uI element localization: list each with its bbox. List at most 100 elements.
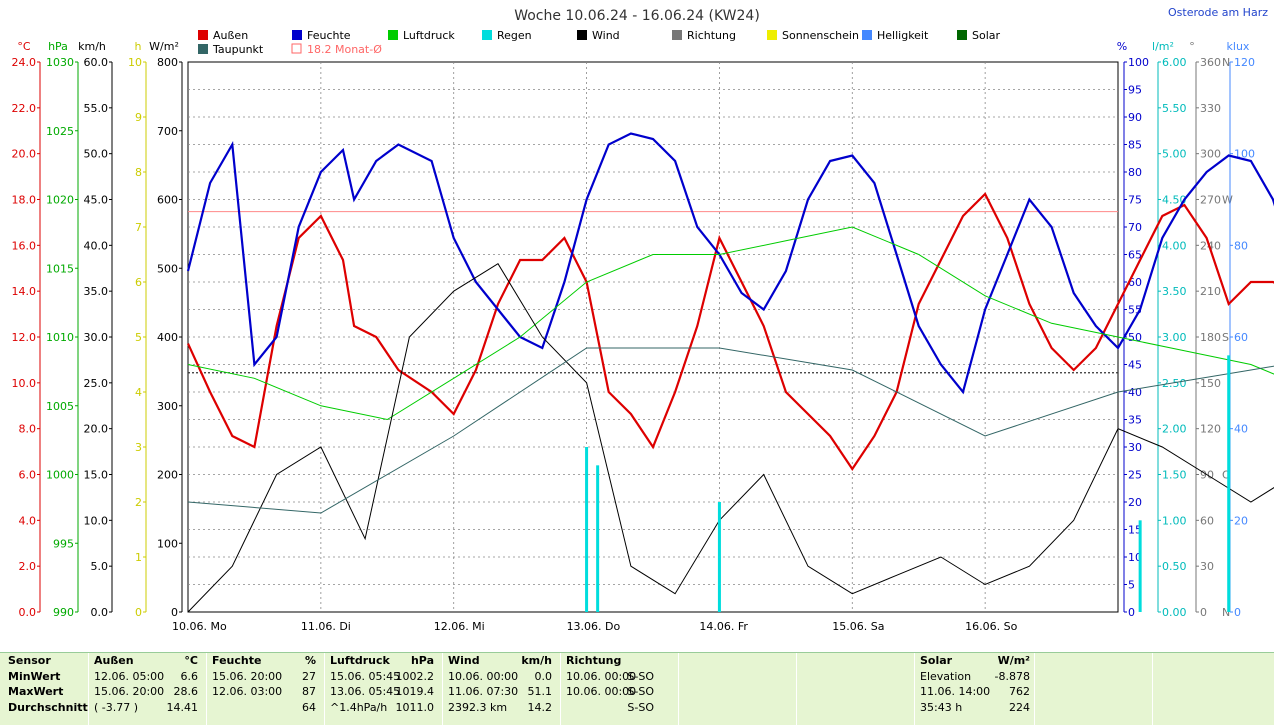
left-axis-tick-label: 15.0 [84, 469, 109, 482]
left-axis-tick-label: 0 [135, 606, 142, 619]
right-axis-unit: ° [1189, 40, 1195, 53]
legend-swatch [862, 30, 872, 40]
right-axis-tick-label: 80 [1234, 239, 1248, 252]
stats-value: 51.1 [527, 685, 553, 698]
series-wind-line [187, 263, 1274, 613]
legend-swatch [482, 30, 492, 40]
left-axis-tick-label: 1000 [46, 469, 74, 482]
stats-time: 10.06. 00:00 [566, 669, 637, 683]
legend-swatch [291, 43, 302, 54]
right-axis-unit: % [1117, 40, 1127, 53]
stats-unit: % [304, 654, 316, 667]
direction-label: S [1222, 331, 1229, 344]
left-axis-tick-label: 990 [53, 606, 74, 619]
stats-label: 11.06. 14:00 [920, 685, 991, 698]
legend-swatch [577, 30, 587, 40]
legend-swatch [957, 30, 967, 40]
x-tick-label: 15.06. Sa [832, 620, 884, 633]
left-axis-tick-label: 1 [135, 551, 142, 564]
weather-chart: Woche 10.06.24 - 16.06.24 (KW24) Osterode… [12, 6, 1274, 633]
legend-swatch [198, 44, 208, 54]
right-axis-tick-label: 330 [1200, 102, 1221, 115]
stats-value: S-SO [627, 700, 654, 714]
left-axis-tick-label: 50.0 [84, 148, 109, 161]
left-axis-tick-label: 1020 [46, 194, 74, 207]
left-axis-unit: h [135, 40, 142, 53]
right-axis-tick-label: 60 [1200, 514, 1214, 527]
left-axis-tick-label: 2.0 [19, 560, 37, 573]
stats-header-aussen: Außen [94, 654, 134, 667]
stats-label: Elevation [920, 669, 972, 683]
legend-label: Außen [213, 29, 248, 42]
rain-bar [1138, 520, 1142, 612]
left-axis-tick-label: 200 [157, 469, 178, 482]
stats-header-sensor: Sensor [8, 654, 51, 667]
left-axis-tick-label: 10 [128, 56, 142, 69]
right-axis-tick-label: 180 [1200, 331, 1221, 344]
stats-value: 1011.0 [395, 700, 435, 714]
stats-value: 0.0 [534, 669, 553, 683]
right-axis-tick-label: 100 [1128, 56, 1149, 69]
right-axis-tick-label: 1.00 [1162, 514, 1187, 527]
right-axis-tick-label: 210 [1200, 285, 1221, 298]
right-axis-tick-label: 85 [1128, 139, 1142, 152]
stats-time: 13.06. 05:45 [330, 685, 401, 698]
right-axis-tick-label: 10 [1128, 551, 1142, 564]
right-axis-tick-label: 80 [1128, 166, 1142, 179]
left-axis-tick-label: 14.0 [12, 285, 37, 298]
left-axis-tick-label: 12.0 [12, 331, 37, 344]
left-axis-tick-label: 20.0 [12, 148, 37, 161]
right-axis-tick-label: 0 [1234, 606, 1241, 619]
right-axis-tick-label: 360 [1200, 56, 1221, 69]
stats-header-solar: Solar [920, 654, 953, 667]
stats-time: ^1.4hPa/h [330, 700, 388, 714]
right-axis-tick-label: 30 [1128, 441, 1142, 454]
right-axis-unit: klux [1227, 40, 1250, 53]
left-axis-tick-label: 300 [157, 400, 178, 413]
stats-value: 1019.4 [395, 685, 435, 698]
left-axis-tick-label: 1010 [46, 331, 74, 344]
rain-bar [596, 465, 600, 612]
stats-unit: °C [184, 654, 198, 667]
stats-value: S-SO [627, 669, 654, 683]
right-axis-tick-label: 20 [1234, 514, 1248, 527]
stats-value: 1002.2 [395, 669, 435, 683]
direction-label: O [1222, 469, 1231, 482]
left-axis-tick-label: 24.0 [12, 56, 37, 69]
legend-label: 18.2 Monat-Ø [307, 43, 382, 56]
stats-time: 15.06. 20:00 [212, 669, 283, 683]
right-axis-tick-label: 40 [1234, 423, 1248, 436]
right-axis-tick-label: 45 [1128, 359, 1142, 372]
left-axis-tick-label: 995 [53, 537, 74, 550]
left-axis-tick-label: 6 [135, 276, 142, 289]
left-axis-tick-label: 800 [157, 56, 178, 69]
right-axis-tick-label: 240 [1200, 239, 1221, 252]
stats-value: 14.41 [166, 700, 199, 714]
legend-label: Wind [592, 29, 620, 42]
stats-time: 15.06. 20:00 [94, 685, 165, 698]
legend-label: Sonnenschein [782, 29, 859, 42]
right-axis-tick-label: 150 [1200, 377, 1221, 390]
left-axis-tick-label: 10.0 [12, 377, 37, 390]
right-axis-tick-label: 70 [1128, 221, 1142, 234]
right-axis-unit: l/m² [1152, 40, 1174, 53]
right-axis-tick-label: 75 [1128, 194, 1142, 207]
right-axis-tick-label: 4.00 [1162, 239, 1187, 252]
direction-label: N [1222, 56, 1230, 69]
left-axis-tick-label: 25.0 [84, 377, 109, 390]
left-axis-unit: km/h [78, 40, 106, 53]
right-axis-tick-label: 2.50 [1162, 377, 1187, 390]
direction-label: N [1222, 606, 1230, 619]
x-tick-label: 13.06. Do [567, 620, 621, 633]
series-taupunkt-line [187, 347, 1274, 514]
stats-value: 87 [302, 685, 316, 698]
direction-label: W [1222, 194, 1233, 207]
left-axis-unit: hPa [48, 40, 68, 53]
stats-time: 10.06. 00:00 [566, 685, 637, 698]
left-axis-tick-label: 2 [135, 496, 142, 509]
right-axis-tick-label: 0.00 [1162, 606, 1187, 619]
left-axis-tick-label: 30.0 [84, 331, 109, 344]
left-axis-tick-label: 0.0 [19, 606, 37, 619]
stats-time: 2392.3 km [448, 700, 508, 714]
legend-label: Feuchte [307, 29, 351, 42]
